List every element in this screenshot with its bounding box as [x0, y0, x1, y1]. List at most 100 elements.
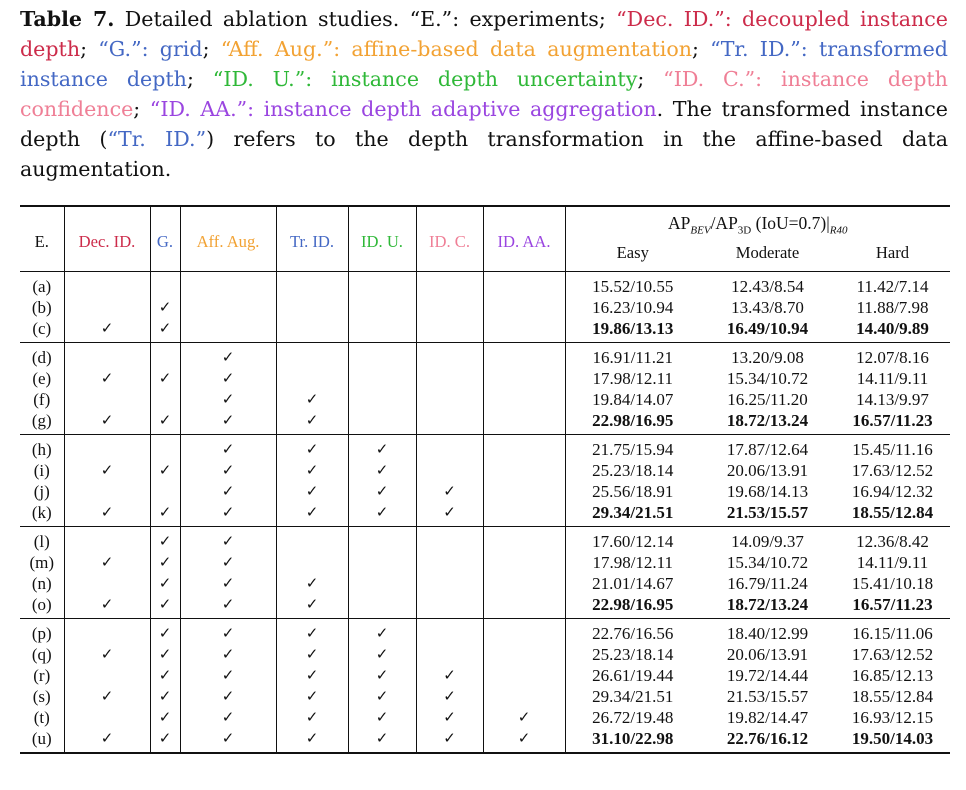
cell-idc — [416, 643, 484, 665]
cell-g: ✓ — [150, 664, 181, 686]
metric-moderate: 16.49/10.94 — [726, 318, 809, 338]
cell-aa — [483, 644, 565, 665]
cell-idu — [348, 551, 417, 573]
caption-idc-def: “ID. C.”: instance depth confidence — [20, 67, 948, 121]
cell-aff: ✓ — [180, 367, 277, 389]
checkmark-icon: ✓ — [100, 410, 114, 429]
checkmark-icon: ✓ — [100, 460, 114, 479]
header-easy: Easy — [564, 241, 700, 272]
checkmark-icon: ✓ — [305, 389, 319, 408]
metric-hard: 16.93/12.15 — [851, 707, 934, 727]
cell-idu: ✓ — [348, 459, 417, 481]
checkmark-icon: ✓ — [443, 707, 456, 726]
cell-idc: ✓ — [416, 727, 484, 754]
experiment-label: (s) — [20, 685, 65, 707]
cell-dec — [64, 572, 151, 594]
metric-easy: 21.75/15.94 — [564, 433, 700, 460]
table-row: (j) ✓ ✓ ✓ ✓ 25.56/18.91 19.68/14.13 16.94/12.32 — [20, 480, 950, 502]
cell-aa — [483, 389, 565, 410]
experiment-label: (g) — [20, 409, 65, 434]
metric-hard: 11.88/7.98 — [856, 297, 929, 317]
experiment-label: (o) — [20, 593, 65, 618]
cell-aff: ✓ — [180, 643, 277, 665]
checkmark-icon: ✓ — [375, 728, 389, 747]
cell-aa — [483, 318, 565, 343]
cell-g: ✓ — [150, 572, 181, 594]
checkmark-icon: ✓ — [375, 502, 389, 521]
cell-idu: ✓ — [348, 501, 417, 526]
checkmark-icon: ✓ — [158, 573, 172, 592]
cell-g — [150, 270, 181, 297]
checkmark-icon: ✓ — [100, 686, 114, 705]
checkmark-icon: ✓ — [100, 318, 114, 337]
experiment-label: (u) — [20, 727, 65, 754]
cell-idu: ✓ — [348, 664, 417, 686]
checkmark-icon: ✓ — [221, 686, 235, 705]
cell-tr — [276, 296, 349, 318]
checkmark-icon: ✓ — [158, 728, 172, 747]
checkmark-icon: ✓ — [517, 728, 531, 747]
checkmark-icon: ✓ — [305, 481, 319, 500]
metric-hard: 16.94/12.32 — [851, 481, 934, 501]
metric-moderate: 18.72/13.24 — [726, 594, 809, 614]
checkmark-icon: ✓ — [443, 728, 456, 747]
cell-aa — [483, 594, 565, 619]
experiment-label: (a) — [20, 270, 65, 297]
header-row: E. Dec. ID. G. Aff. Aug. Tr. ID. ID. U. … — [20, 205, 951, 271]
checkmark-icon: ✓ — [305, 728, 319, 747]
cell-dec: ✓ — [64, 643, 151, 665]
metric-moderate: 13.43/8.70 — [731, 297, 804, 317]
cell-tr: ✓ — [276, 388, 349, 410]
metric-moderate: 20.06/13.91 — [726, 460, 809, 480]
checkmark-icon: ✓ — [158, 297, 172, 316]
cell-idc — [416, 617, 484, 644]
metric-easy: 25.23/18.14 — [564, 459, 700, 481]
metric-moderate: 16.25/11.20 — [727, 389, 808, 409]
cell-aa — [483, 368, 565, 389]
caption-note-term: “Tr. ID.” — [107, 127, 207, 151]
experiment-label: (p) — [20, 617, 65, 644]
cell-idc — [416, 341, 484, 368]
cell-aff: ✓ — [180, 617, 277, 644]
cell-idc: ✓ — [416, 685, 484, 707]
table-row: (b) ✓ 16.23/10.94 13.43/8.70 11.88/7.98 — [20, 296, 950, 318]
checkmark-icon: ✓ — [443, 665, 456, 684]
cell-dec — [64, 270, 151, 297]
cell-idu: ✓ — [348, 706, 417, 728]
cell-idc: ✓ — [416, 664, 484, 686]
checkmark-icon: ✓ — [100, 502, 114, 521]
cell-idu: ✓ — [348, 643, 417, 665]
metric-easy: 26.72/19.48 — [564, 706, 700, 728]
cell-aa — [483, 460, 565, 481]
metric-easy: 17.60/12.14 — [564, 525, 700, 552]
checkmark-icon: ✓ — [158, 686, 172, 705]
cell-dec — [64, 664, 151, 686]
checkmark-icon: ✓ — [443, 481, 456, 500]
cell-aff: ✓ — [180, 388, 277, 410]
metric-hard: 14.40/9.89 — [856, 318, 929, 338]
cell-tr: ✓ — [276, 593, 349, 618]
cell-idc — [416, 270, 484, 297]
metric-easy: 17.98/12.11 — [564, 367, 700, 389]
metric-moderate: 18.72/13.24 — [726, 410, 809, 430]
cell-dec — [64, 341, 151, 368]
metric-easy: 25.23/18.14 — [564, 643, 700, 665]
cell-tr — [276, 525, 349, 552]
checkmark-icon: ✓ — [158, 368, 172, 387]
checkmark-icon: ✓ — [158, 665, 172, 684]
cell-dec — [64, 706, 151, 728]
checkmark-icon: ✓ — [305, 439, 319, 458]
metric-moderate: 21.53/15.57 — [726, 502, 809, 522]
cell-aa: ✓ — [483, 727, 565, 754]
caption-label: Table 7. — [20, 7, 115, 31]
cell-dec: ✓ — [64, 685, 151, 707]
metric-easy: 22.98/16.95 — [564, 593, 700, 618]
cell-aa — [483, 525, 565, 552]
checkmark-icon: ✓ — [158, 623, 172, 642]
cell-idc: ✓ — [416, 501, 484, 526]
metric-hard: 16.85/12.13 — [851, 665, 934, 685]
table-row: (r) ✓ ✓ ✓ ✓ ✓ 26.61/19.44 19.72/14.44 16.85/12.1… — [20, 664, 950, 686]
cell-idc — [416, 367, 484, 389]
cell-idu — [348, 270, 417, 297]
table-row: (k) ✓ ✓ ✓ ✓ ✓ ✓ 29.34/21.51 21.53/15.57 18.55/12.… — [20, 501, 950, 526]
